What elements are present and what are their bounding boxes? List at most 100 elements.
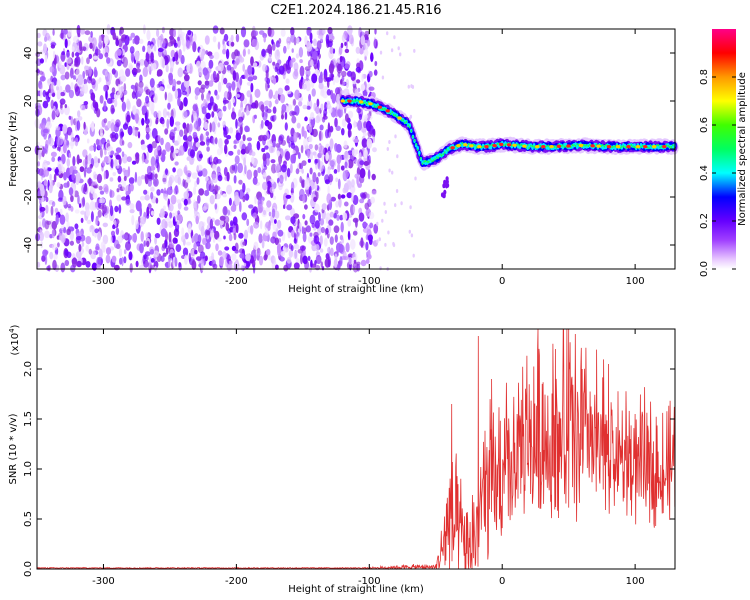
spectrogram-x-label: Height of straight line (km) [288, 284, 424, 295]
noise-point [150, 264, 153, 269]
noise-point [224, 138, 229, 145]
noise-point [60, 262, 66, 273]
ridge-peak [450, 146, 455, 150]
noise-point [135, 154, 140, 164]
noise-point [198, 221, 205, 232]
noise-point [303, 227, 307, 234]
noise-point [76, 154, 80, 165]
noise-point [220, 145, 223, 154]
ridge-point [554, 145, 556, 148]
noise-point [261, 48, 266, 58]
noise-point [275, 43, 281, 48]
noise-point [146, 29, 151, 41]
noise-point [56, 79, 61, 88]
ridge-point [563, 145, 566, 148]
ridge-point [511, 144, 513, 147]
ridge-point [503, 144, 505, 147]
noise-point [189, 149, 196, 159]
noise-point [234, 155, 240, 165]
noise-point [319, 248, 324, 253]
noise-point [85, 261, 91, 268]
noise-point [201, 168, 208, 177]
noise-point [372, 147, 377, 153]
noise-point [121, 151, 125, 158]
noise-point [162, 252, 167, 257]
ridge-peak [535, 145, 540, 149]
noise-point [128, 64, 134, 71]
noise-point [64, 38, 68, 49]
noise-point [219, 215, 226, 221]
noise-point [88, 145, 94, 152]
noise-point [92, 37, 97, 48]
noise-point [89, 42, 93, 49]
noise-point [266, 200, 272, 208]
noise-point [191, 235, 195, 244]
noise-point [74, 52, 80, 57]
noise-point [60, 91, 65, 97]
noise-point [186, 63, 191, 73]
noise-point [37, 181, 42, 186]
noise-point [376, 239, 379, 244]
noise-point [146, 144, 153, 149]
noise-point [272, 224, 279, 231]
ridge-point [573, 144, 575, 147]
noise-point [130, 84, 135, 90]
ridge-peak [385, 109, 390, 113]
noise-point [328, 63, 334, 74]
noise-point [237, 149, 241, 156]
noise-point [133, 35, 140, 45]
noise-point [250, 102, 257, 109]
noise-point [334, 117, 338, 128]
ridge-peak [522, 144, 527, 148]
noise-point [168, 203, 174, 212]
noise-point [211, 174, 217, 179]
noise-point [339, 154, 342, 162]
noise-point [122, 123, 129, 130]
noise-point [268, 89, 273, 99]
noise-point [70, 195, 74, 203]
noise-point [37, 161, 40, 167]
noise-point [285, 215, 291, 221]
noise-point [96, 173, 103, 184]
noise-point [71, 51, 75, 58]
noise-point [290, 192, 295, 203]
noise-point [213, 51, 220, 60]
noise-point [79, 40, 83, 52]
spectrogram-y-label: Frequency (Hz) [8, 111, 19, 187]
noise-point [267, 27, 272, 37]
ridge-point [602, 143, 604, 147]
noise-point [358, 212, 365, 222]
noise-point [161, 26, 165, 34]
noise-point [210, 230, 215, 239]
noise-point [337, 178, 341, 190]
noise-point [238, 248, 245, 254]
noise-point [260, 104, 265, 112]
noise-point [366, 193, 370, 199]
noise-point [172, 167, 176, 173]
noise-point [56, 89, 61, 100]
noise-point [294, 89, 300, 100]
noise-point [217, 250, 223, 256]
noise-point [246, 81, 252, 86]
noise-point [278, 65, 285, 75]
noise-point [285, 194, 292, 199]
noise-point [52, 29, 55, 36]
noise-point [366, 159, 371, 166]
noise-point [147, 203, 152, 210]
noise-point [288, 141, 291, 148]
noise-point [368, 86, 375, 91]
noise-point [90, 78, 96, 86]
noise-point [68, 152, 72, 158]
noise-point [122, 140, 125, 146]
ridge-point [418, 150, 421, 156]
noise-point [84, 184, 88, 193]
noise-point [88, 248, 93, 255]
noise-point [96, 264, 101, 269]
noise-point [238, 109, 242, 118]
noise-point [139, 195, 146, 201]
noise-point [306, 105, 311, 110]
colorbar-ticks: 0.0 0.2 0.4 0.6 0.8 [699, 69, 736, 277]
noise-point [194, 180, 198, 188]
noise-point [388, 168, 391, 173]
noise-point [208, 59, 214, 69]
